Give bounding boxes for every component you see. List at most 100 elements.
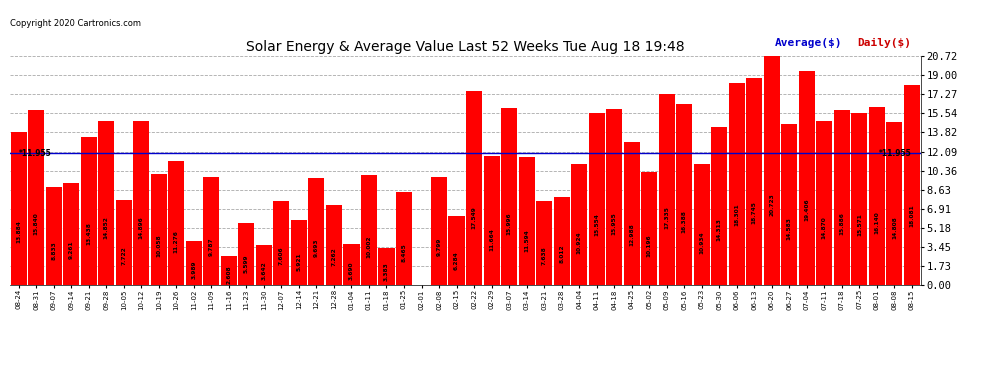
Text: 5.599: 5.599 [244, 254, 248, 273]
Text: 18.745: 18.745 [751, 201, 756, 224]
Bar [80, 136, 97, 285]
Text: 15.886: 15.886 [840, 212, 844, 235]
Bar [606, 109, 623, 285]
Text: *11.955: *11.955 [19, 148, 51, 158]
Text: 3.642: 3.642 [261, 261, 266, 280]
Text: 19.406: 19.406 [804, 199, 810, 221]
Bar [396, 192, 412, 285]
Text: 6.284: 6.284 [454, 251, 459, 270]
Text: 14.870: 14.870 [822, 216, 827, 239]
Bar [519, 157, 535, 285]
Bar [344, 244, 359, 285]
Bar [134, 120, 149, 285]
Bar [642, 172, 657, 285]
Text: 18.301: 18.301 [735, 203, 740, 226]
Text: 7.638: 7.638 [542, 246, 546, 265]
Text: 17.549: 17.549 [471, 206, 476, 229]
Bar [221, 256, 237, 285]
Bar [63, 183, 79, 285]
Text: 10.196: 10.196 [646, 234, 651, 257]
Text: 15.554: 15.554 [594, 213, 599, 236]
Bar [273, 201, 289, 285]
Bar [851, 113, 867, 285]
Bar [904, 86, 920, 285]
Text: 15.571: 15.571 [857, 213, 862, 236]
Text: 15.955: 15.955 [612, 212, 617, 235]
Text: 11.664: 11.664 [489, 228, 494, 251]
Bar [763, 56, 780, 285]
Text: 12.988: 12.988 [630, 224, 635, 246]
Bar [729, 83, 744, 285]
Bar [378, 248, 395, 285]
Text: 13.438: 13.438 [86, 222, 91, 245]
Text: 10.058: 10.058 [156, 235, 161, 258]
Text: 2.608: 2.608 [227, 266, 232, 284]
Bar [694, 164, 710, 285]
Text: 11.594: 11.594 [524, 229, 529, 252]
Bar [203, 177, 220, 285]
Text: 15.840: 15.840 [34, 212, 39, 235]
Text: 14.852: 14.852 [104, 216, 109, 239]
Text: 8.465: 8.465 [402, 243, 407, 262]
Text: Daily($): Daily($) [857, 38, 911, 48]
Bar [483, 156, 500, 285]
Text: 14.583: 14.583 [787, 217, 792, 240]
Bar [571, 164, 587, 285]
Bar [46, 188, 61, 285]
Text: 7.262: 7.262 [332, 248, 337, 266]
Bar [834, 110, 850, 285]
Text: 14.313: 14.313 [717, 218, 722, 241]
Text: 17.335: 17.335 [664, 207, 669, 230]
Bar [781, 124, 797, 285]
Text: 16.140: 16.140 [874, 211, 879, 234]
Bar [658, 94, 675, 285]
Text: 8.012: 8.012 [559, 245, 564, 263]
Text: 9.261: 9.261 [68, 240, 73, 258]
Text: 10.934: 10.934 [699, 231, 704, 254]
Text: 10.002: 10.002 [366, 235, 371, 258]
Bar [746, 78, 762, 285]
Text: 9.787: 9.787 [209, 238, 214, 256]
Text: 11.276: 11.276 [174, 230, 179, 253]
Bar [361, 175, 377, 285]
Bar [28, 110, 45, 285]
Text: Copyright 2020 Cartronics.com: Copyright 2020 Cartronics.com [10, 19, 141, 28]
Text: 5.921: 5.921 [296, 253, 301, 272]
Text: 13.884: 13.884 [16, 220, 21, 243]
Bar [255, 245, 272, 285]
Bar [308, 178, 325, 285]
Bar [817, 121, 833, 285]
Text: 15.996: 15.996 [507, 212, 512, 234]
Bar [553, 196, 569, 285]
Bar [466, 91, 482, 285]
Bar [150, 174, 167, 285]
Bar [676, 104, 692, 285]
Text: 14.808: 14.808 [892, 216, 897, 239]
Bar [291, 220, 307, 285]
Bar [448, 216, 464, 285]
Text: 7.606: 7.606 [279, 246, 284, 265]
Text: 14.896: 14.896 [139, 216, 144, 239]
Text: 16.388: 16.388 [682, 210, 687, 233]
Bar [239, 223, 254, 285]
Bar [711, 127, 728, 285]
Text: 9.799: 9.799 [437, 238, 442, 256]
Bar [168, 160, 184, 285]
Bar [431, 177, 447, 285]
Text: 7.722: 7.722 [121, 246, 127, 264]
Bar [799, 71, 815, 285]
Text: 10.924: 10.924 [576, 231, 582, 254]
Bar [186, 241, 202, 285]
Bar [11, 132, 27, 285]
Text: 3.690: 3.690 [348, 261, 354, 280]
Bar [869, 107, 885, 285]
Text: 18.081: 18.081 [910, 204, 915, 226]
Text: 3.383: 3.383 [384, 262, 389, 281]
Bar [326, 205, 342, 285]
Bar [98, 121, 114, 285]
Text: 9.693: 9.693 [314, 238, 319, 257]
Bar [501, 108, 517, 285]
Bar [536, 201, 552, 285]
Bar [886, 122, 903, 285]
Text: 8.833: 8.833 [51, 242, 56, 260]
